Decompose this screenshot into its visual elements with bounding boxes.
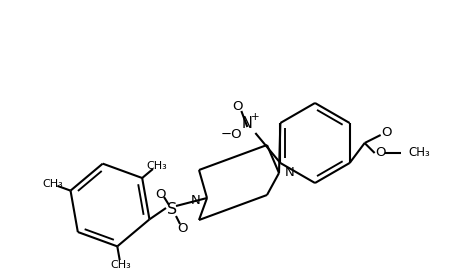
Text: N: N (191, 194, 201, 206)
Text: O: O (382, 126, 392, 140)
Text: S: S (167, 203, 177, 218)
Text: CH₃: CH₃ (110, 260, 131, 270)
Text: CH₃: CH₃ (146, 161, 167, 171)
Text: N: N (285, 167, 295, 180)
Text: O: O (232, 100, 243, 114)
Text: N: N (242, 115, 253, 130)
Text: CH₃: CH₃ (43, 179, 63, 189)
Text: O: O (177, 221, 187, 235)
Text: O: O (375, 147, 386, 159)
Text: CH₃: CH₃ (409, 147, 430, 159)
Text: +: + (251, 112, 260, 122)
Text: O: O (155, 188, 165, 200)
Text: −O: −O (221, 129, 242, 141)
